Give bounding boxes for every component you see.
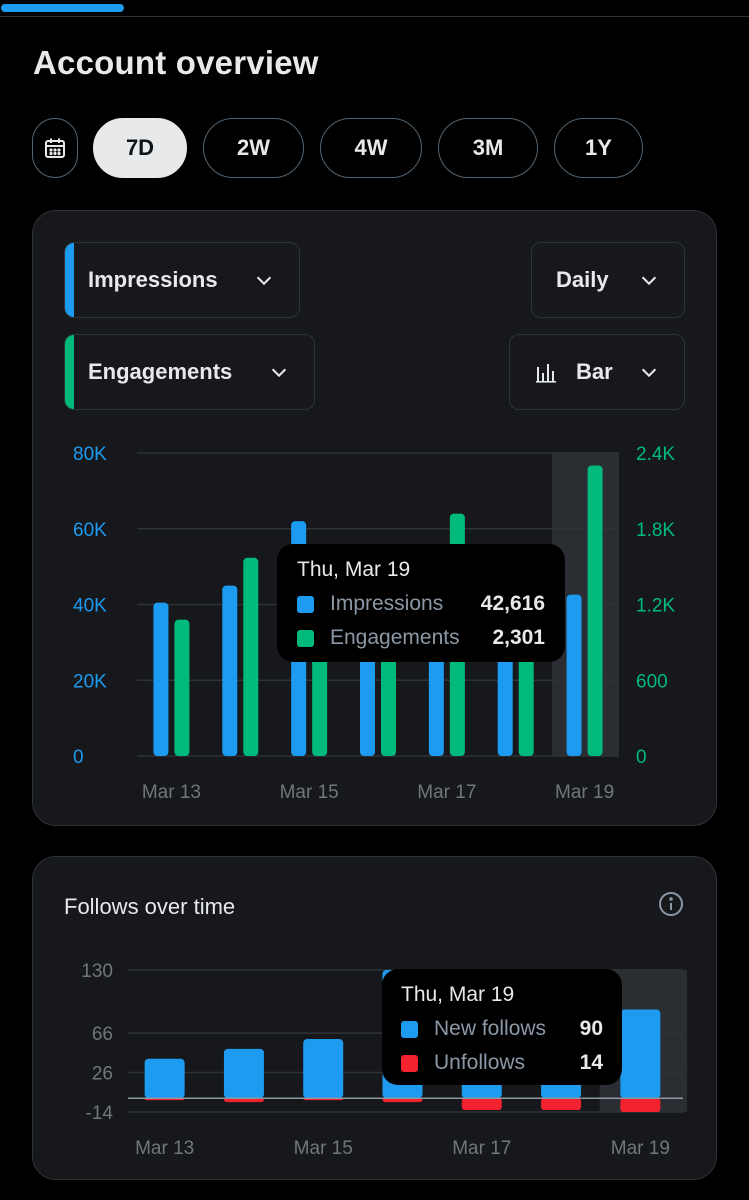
range-tab-1y[interactable]: 1Y — [554, 118, 643, 178]
x-tick-label: Mar 17 — [452, 1138, 511, 1159]
bar-chart-icon — [536, 364, 556, 383]
engagements-bar — [381, 642, 396, 756]
range-tab-4w[interactable]: 4W — [320, 118, 422, 178]
y-tick-left: 20K — [73, 671, 107, 692]
engagements-legend-swatch — [297, 629, 314, 647]
tooltip-row-impressions: Impressions 42,616 — [297, 592, 545, 616]
tooltip-value: 14 — [579, 1051, 603, 1074]
interval-select[interactable]: Daily — [531, 242, 685, 318]
tooltip-row-new-follows: New follows 90 — [401, 1017, 603, 1041]
unfollows-bar — [223, 1098, 264, 1103]
tooltip-date: Thu, Mar 19 — [297, 558, 411, 581]
page-title: Account overview — [33, 44, 319, 81]
tooltip-label: Impressions — [330, 592, 444, 615]
new-follows-bar — [223, 1048, 264, 1099]
impressions-bar — [153, 602, 169, 756]
y-tick-left: 40K — [73, 596, 107, 617]
tooltip-row-engagements: Engagements 2,301 — [297, 626, 545, 650]
primary-metric-select[interactable]: Impressions — [64, 242, 300, 318]
impressions-bar — [360, 649, 375, 756]
chevron-down-icon — [256, 276, 272, 286]
impressions-bar — [566, 594, 582, 756]
new-follows-bar — [303, 1039, 344, 1099]
x-tick-label: Mar 19 — [611, 1138, 670, 1159]
new-follows-bar — [620, 1009, 661, 1099]
follows-card-title: Follows over time — [64, 894, 236, 919]
impressions-bar — [497, 638, 513, 756]
impressions-legend-swatch — [297, 595, 314, 613]
secondary-metric-select[interactable]: Engagements — [64, 334, 315, 410]
chevron-down-icon — [641, 276, 657, 286]
y-tick-left: 80K — [73, 444, 107, 465]
range-tab-3m[interactable]: 3M — [438, 118, 538, 178]
engagements-bar — [174, 619, 190, 756]
tooltip-date: Thu, Mar 19 — [401, 983, 515, 1006]
primary-metric-label: Impressions — [88, 267, 218, 292]
y-tick-left: 60K — [73, 520, 107, 541]
chevron-down-icon — [641, 368, 657, 378]
range-tab-2w[interactable]: 2W — [203, 118, 304, 178]
x-tick-label: Mar 15 — [294, 1138, 353, 1159]
tooltip-label: Engagements — [330, 626, 460, 649]
active-tab-indicator — [1, 4, 124, 12]
new-follows-legend-swatch — [401, 1020, 418, 1038]
y-tick: 130 — [81, 961, 113, 982]
x-tick-label: Mar 13 — [135, 1138, 194, 1159]
engagements-bar — [587, 465, 603, 756]
impressions-bar — [428, 642, 444, 756]
engagements-color-accent — [65, 335, 74, 409]
tooltip-value: 90 — [579, 1017, 603, 1040]
tooltip-label: Unfollows — [434, 1051, 526, 1074]
secondary-metric-label: Engagements — [88, 359, 233, 384]
y-tick: 66 — [92, 1024, 113, 1045]
unfollows-bar — [382, 1098, 423, 1103]
x-tick-label: Mar 17 — [417, 782, 476, 803]
y-tick-left: 0 — [73, 747, 84, 768]
y-tick-right: 600 — [636, 671, 668, 692]
impressions-bar — [222, 585, 238, 756]
y-tick-right: 2.4K — [636, 444, 675, 465]
y-tick-right: 0 — [636, 747, 647, 768]
y-tick: -14 — [86, 1103, 114, 1124]
new-follows-bar — [144, 1058, 185, 1099]
y-tick: 26 — [92, 1064, 113, 1085]
chart-type-label: Bar — [576, 359, 613, 384]
x-tick-label: Mar 13 — [142, 782, 201, 803]
engagements-bar — [243, 557, 259, 756]
range-tab-7d[interactable]: 7D — [93, 118, 187, 178]
calendar-button[interactable] — [32, 118, 78, 178]
info-icon[interactable] — [658, 891, 684, 917]
overview-bar-chart: 0 20K 40K 60K 80K 0 600 1.2K 1.8K 2.4K Mar 13 Mar 1… — [73, 444, 675, 803]
y-tick-right: 1.2K — [636, 596, 675, 617]
chevron-down-icon — [271, 368, 287, 378]
overview-chart-card: Impressions Daily Engagements Bar 0 20K 40… — [32, 210, 717, 826]
follows-chart-card: Follows over time -14 26 66 130 Mar 13 Mar 15… — [32, 856, 717, 1180]
unfollows-bar — [620, 1098, 661, 1112]
follows-bar-chart: -14 26 66 130 Mar 13 Mar 15 Mar 17 Mar 19 — [81, 961, 687, 1159]
unfollows-bar — [461, 1098, 502, 1111]
y-tick-right: 1.8K — [636, 520, 675, 541]
divider — [0, 16, 749, 17]
calendar-icon — [45, 138, 65, 158]
interval-label: Daily — [556, 267, 609, 292]
tooltip-row-unfollows: Unfollows 14 — [401, 1051, 603, 1075]
x-tick-label: Mar 15 — [280, 782, 339, 803]
tooltip-label: New follows — [434, 1017, 547, 1040]
impressions-color-accent — [65, 243, 74, 317]
unfollows-bar — [541, 1098, 582, 1111]
chart-type-select[interactable]: Bar — [509, 334, 685, 410]
tooltip-value: 42,616 — [480, 592, 545, 615]
unfollows-legend-swatch — [401, 1054, 418, 1072]
overview-tooltip: Thu, Mar 19 Impressions 42,616 Engagemen… — [277, 544, 565, 662]
tooltip-value: 2,301 — [492, 626, 545, 649]
x-tick-label: Mar 19 — [555, 782, 614, 803]
follows-tooltip: Thu, Mar 19 New follows 90 Unfollows 14 — [382, 969, 622, 1085]
